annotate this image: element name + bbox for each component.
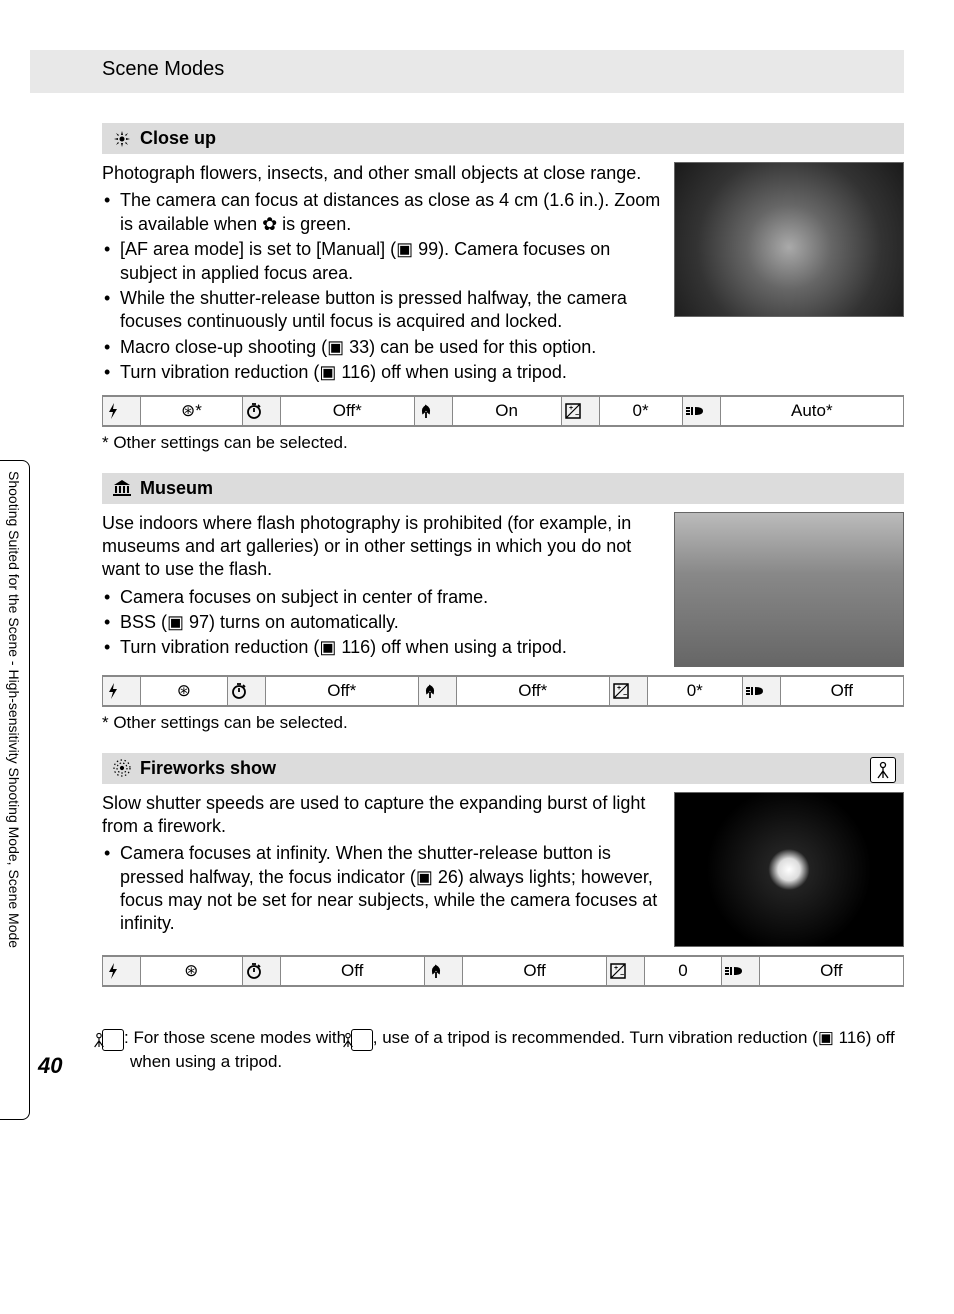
svg-text:−: −	[623, 692, 627, 699]
svg-text:−: −	[620, 972, 624, 979]
section-body-museum: Use indoors where flash photography is p…	[102, 512, 904, 667]
bullet: Macro close-up shooting (▣ 33) can be us…	[120, 336, 662, 359]
macro-value: On	[452, 396, 561, 426]
timer-icon	[242, 956, 280, 986]
bullet: BSS (▣ 97) turns on automatically.	[120, 611, 662, 634]
section-header-fireworks: Fireworks show	[102, 753, 904, 784]
sidebar-label: Shooting Suited for the Scene - High-sen…	[0, 461, 28, 958]
iso-value: Off	[780, 676, 903, 706]
tripod-chip-icon	[102, 1029, 124, 1051]
example-image-closeup	[674, 162, 904, 317]
section-text: Slow shutter speeds are used to capture …	[102, 792, 662, 947]
flash-value: ⊛	[141, 956, 243, 986]
page-number: 40	[38, 1053, 62, 1079]
settings-table-closeup: ⊛* Off* On +− 0* Auto*	[102, 395, 904, 427]
macro-icon	[418, 676, 456, 706]
iso-icon	[721, 956, 759, 986]
intro-text: Slow shutter speeds are used to capture …	[102, 792, 662, 839]
closeup-icon	[112, 129, 132, 149]
svg-text:+: +	[614, 965, 618, 972]
flash-icon	[103, 396, 141, 426]
flash-value: ⊛	[141, 676, 228, 706]
page-footnote: : For those scene modes with , use of a …	[102, 1027, 904, 1074]
section-title: Close up	[140, 128, 216, 149]
flash-icon	[103, 676, 141, 706]
timer-value: Off*	[265, 676, 418, 706]
timer-icon	[242, 396, 280, 426]
page-header: Scene Modes	[30, 50, 904, 93]
exposure-icon: +−	[561, 396, 599, 426]
exposure-value: 0*	[599, 396, 682, 426]
intro-text: Use indoors where flash photography is p…	[102, 512, 662, 582]
iso-value: Off	[759, 956, 903, 986]
section-text: Photograph flowers, insects, and other s…	[102, 162, 662, 387]
fireworks-icon	[112, 758, 132, 778]
bullet: Camera focuses on subject in center of f…	[120, 586, 662, 609]
iso-value: Auto*	[720, 396, 903, 426]
section-title: Fireworks show	[140, 758, 276, 779]
bullet: Turn vibration reduction (▣ 116) off whe…	[120, 361, 662, 384]
exposure-value: 0*	[647, 676, 742, 706]
timer-icon	[227, 676, 265, 706]
bullet-list: Camera focuses on subject in center of f…	[102, 586, 662, 660]
macro-icon	[414, 396, 452, 426]
exposure-value: 0	[645, 956, 721, 986]
timer-value: Off	[280, 956, 424, 986]
settings-table-museum: ⊛ Off* Off* +− 0* Off	[102, 675, 904, 707]
table-footnote: * Other settings can be selected.	[102, 433, 904, 453]
svg-text:+: +	[617, 685, 621, 692]
flash-icon	[103, 956, 141, 986]
macro-value: Off*	[456, 676, 609, 706]
tripod-chip-icon	[870, 757, 896, 783]
footnote-pre: : For those scene modes with	[124, 1028, 351, 1047]
section-title: Museum	[140, 478, 213, 499]
section-body-fireworks: Slow shutter speeds are used to capture …	[102, 792, 904, 947]
tripod-chip-icon	[351, 1029, 373, 1051]
example-image-museum	[674, 512, 904, 667]
svg-text:+: +	[569, 405, 573, 412]
flash-value: ⊛*	[141, 396, 243, 426]
macro-icon	[424, 956, 462, 986]
content-area: Close up Photograph flowers, insects, an…	[102, 123, 904, 1073]
bullet: While the shutter-release button is pres…	[120, 287, 662, 334]
iso-icon	[742, 676, 780, 706]
section-header-museum: Museum	[102, 473, 904, 504]
bullet-list: The camera can focus at distances as clo…	[102, 189, 662, 384]
exposure-icon: +−	[607, 956, 645, 986]
bullet: The camera can focus at distances as clo…	[120, 189, 662, 236]
section-text: Use indoors where flash photography is p…	[102, 512, 662, 667]
page-title: Scene Modes	[102, 58, 904, 81]
sidebar-tab: Shooting Suited for the Scene - High-sen…	[0, 460, 30, 1120]
bullet: Camera focuses at infinity. When the shu…	[120, 842, 662, 936]
settings-table-fireworks: ⊛ Off Off +− 0 Off	[102, 955, 904, 987]
macro-value: Off	[462, 956, 606, 986]
timer-value: Off*	[280, 396, 414, 426]
iso-icon	[682, 396, 720, 426]
example-image-fireworks	[674, 792, 904, 947]
table-footnote: * Other settings can be selected.	[102, 713, 904, 733]
bullet: [AF area mode] is set to [Manual] (▣ 99)…	[120, 238, 662, 285]
bullet-list: Camera focuses at infinity. When the shu…	[102, 842, 662, 936]
museum-icon	[112, 479, 132, 497]
intro-text: Photograph flowers, insects, and other s…	[102, 162, 662, 185]
exposure-icon: +−	[609, 676, 647, 706]
section-header-closeup: Close up	[102, 123, 904, 154]
bullet: Turn vibration reduction (▣ 116) off whe…	[120, 636, 662, 659]
svg-text:−: −	[575, 412, 579, 419]
section-body-closeup: Photograph flowers, insects, and other s…	[102, 162, 904, 387]
